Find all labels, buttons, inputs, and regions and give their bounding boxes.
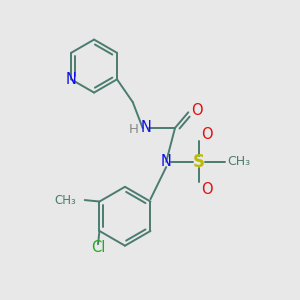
Text: O: O (201, 127, 213, 142)
Text: N: N (140, 120, 151, 135)
Text: Cl: Cl (91, 240, 105, 255)
Text: CH₃: CH₃ (54, 194, 76, 207)
Text: N: N (66, 72, 76, 87)
Text: S: S (193, 153, 205, 171)
Text: H: H (128, 123, 138, 136)
Text: CH₃: CH₃ (227, 155, 250, 168)
Text: O: O (201, 182, 213, 197)
Text: O: O (191, 103, 202, 118)
Text: N: N (161, 154, 172, 169)
